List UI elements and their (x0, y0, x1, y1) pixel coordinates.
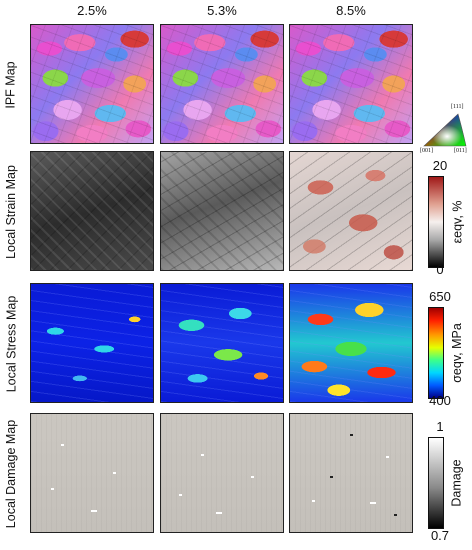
ipf-color-key: [111] [001] [011] (420, 100, 470, 155)
strain-map-8-5 (289, 151, 413, 271)
row-label-stress: Local Stress Map (0, 283, 22, 405)
row-label-strain: Local Strain Map (0, 151, 22, 273)
damage-colorbar-title-text: Damage (450, 459, 464, 507)
ipf-map-8-5 (289, 24, 413, 144)
strain-map-5-3 (160, 151, 284, 271)
stress-map-5-3 (160, 283, 284, 403)
ipf-map-2-5 (30, 24, 154, 144)
damage-map-2-5 (30, 413, 154, 533)
ipf-triangle-icon (423, 113, 467, 147)
row-label-ipf: IPF Map (0, 24, 22, 146)
stress-colorbar-max: 650 (429, 289, 451, 304)
strain-colorbar (428, 176, 444, 268)
strain-colorbar-max: 20 (432, 158, 448, 173)
damage-map-8-5 (289, 413, 413, 533)
damage-colorbar-title: Damage (447, 437, 467, 529)
strain-colorbar-min: 0 (436, 262, 444, 277)
stress-map-2-5 (30, 283, 154, 403)
ipf-label-001: [001] (420, 148, 433, 154)
row-label-damage-text: Local Damage Map (4, 419, 18, 529)
ipf-map-5-3 (160, 24, 284, 144)
strain-colorbar-title: εeqv, % (447, 176, 467, 268)
damage-map-5-3 (160, 413, 284, 533)
stress-colorbar-title: σeqv, MPa (447, 307, 467, 399)
row-label-stress-text: Local Stress Map (4, 295, 19, 393)
damage-colorbar (428, 437, 444, 529)
strain-map-2-5 (30, 151, 154, 271)
stress-colorbar-min: 400 (429, 393, 451, 408)
damage-colorbar-min: 0.7 (430, 528, 450, 543)
ipf-label-011: [011] (454, 148, 467, 154)
row-label-strain-text: Local Strain Map (4, 165, 18, 259)
stress-colorbar (428, 307, 444, 399)
column-header-3: 8.5% (336, 3, 366, 18)
row-label-ipf-text: IPF Map (4, 61, 18, 109)
stress-colorbar-title-text: σeqv, MPa (450, 323, 464, 383)
stress-map-8-5 (289, 283, 413, 403)
column-header-2: 5.3% (207, 3, 237, 18)
ipf-label-111: [111] (451, 104, 464, 110)
strain-colorbar-title-text: εeqv, % (450, 200, 465, 244)
row-label-damage: Local Damage Map (0, 413, 22, 535)
column-header-1: 2.5% (77, 3, 107, 18)
damage-colorbar-max: 1 (436, 419, 444, 434)
